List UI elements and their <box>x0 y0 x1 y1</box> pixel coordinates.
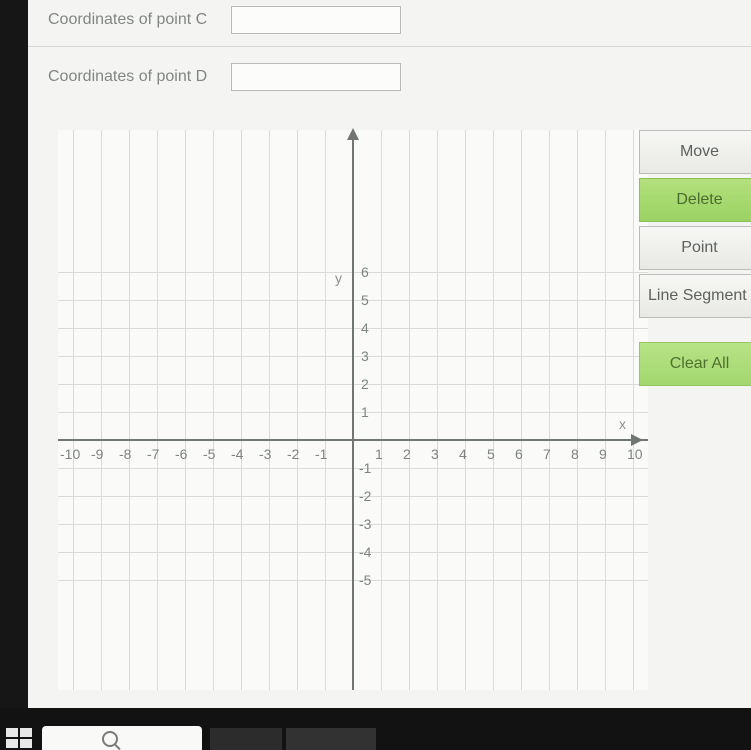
grid-line <box>157 130 158 690</box>
x-tick-label: 9 <box>599 446 607 462</box>
window-edge-left <box>0 0 28 710</box>
delete-button[interactable]: Delete <box>639 178 751 222</box>
coord-row-c: Coordinates of point C <box>28 0 751 40</box>
grid-line <box>577 130 578 690</box>
x-tick-label: -4 <box>231 446 243 462</box>
taskbar-item[interactable] <box>286 728 376 750</box>
y-tick-label: -1 <box>359 460 371 476</box>
x-tick-label: 8 <box>571 446 579 462</box>
coord-input-c[interactable] <box>231 6 401 34</box>
x-tick-label: -10 <box>60 446 80 462</box>
x-axis-label: x <box>619 416 626 432</box>
grid-line <box>521 130 522 690</box>
divider <box>28 46 751 47</box>
grid-line <box>101 130 102 690</box>
x-tick-label: 3 <box>431 446 439 462</box>
taskbar <box>0 708 751 750</box>
coord-label-d: Coordinates of point D <box>48 68 223 86</box>
x-tick-label: 7 <box>543 446 551 462</box>
y-tick-label: 2 <box>361 376 369 392</box>
y-tick-label: 5 <box>361 292 369 308</box>
y-tick-label: 4 <box>361 320 369 336</box>
move-button[interactable]: Move <box>639 130 751 174</box>
x-axis <box>58 439 648 441</box>
grid-line <box>381 130 382 690</box>
search-icon <box>102 731 118 747</box>
clear-all-button[interactable]: Clear All <box>639 342 751 386</box>
x-tick-label: 10 <box>627 446 643 462</box>
x-tick-label: -1 <box>315 446 327 462</box>
x-tick-label: -7 <box>147 446 159 462</box>
x-tick-label: 1 <box>375 446 383 462</box>
x-tick-label: -9 <box>91 446 103 462</box>
taskbar-search[interactable] <box>42 726 202 750</box>
x-tick-label: 5 <box>487 446 495 462</box>
worksheet-panel: Coordinates of point C Coordinates of po… <box>28 0 751 710</box>
y-tick-label: 6 <box>361 264 369 280</box>
y-tick-label: -5 <box>359 572 371 588</box>
y-tick-label: 3 <box>361 348 369 364</box>
x-tick-label: -8 <box>119 446 131 462</box>
coordinate-grid[interactable]: -10-9-8-7-6-5-4-3-2-112345678910123456-1… <box>58 130 648 690</box>
grid-line <box>633 130 634 690</box>
x-tick-label: -5 <box>203 446 215 462</box>
y-tick-label: -4 <box>359 544 371 560</box>
tool-panel: Move Delete Point Line Segment Clear All <box>639 130 751 386</box>
y-axis-label: y <box>335 270 342 286</box>
x-tick-label: -3 <box>259 446 271 462</box>
x-tick-label: -6 <box>175 446 187 462</box>
y-tick-label: -3 <box>359 516 371 532</box>
grid-line <box>437 130 438 690</box>
grid-line <box>269 130 270 690</box>
grid-line <box>325 130 326 690</box>
grid-line <box>185 130 186 690</box>
y-tick-label: -2 <box>359 488 371 504</box>
grid-line <box>297 130 298 690</box>
taskbar-item[interactable] <box>210 728 282 750</box>
grid-line <box>213 130 214 690</box>
coord-label-c: Coordinates of point C <box>48 11 223 29</box>
y-axis <box>352 130 354 690</box>
grid-line <box>241 130 242 690</box>
grid-line <box>409 130 410 690</box>
grid-line <box>493 130 494 690</box>
x-tick-label: 2 <box>403 446 411 462</box>
y-tick-label: 1 <box>361 404 369 420</box>
windows-start-icon[interactable] <box>6 728 32 748</box>
grid-line <box>73 130 74 690</box>
grid-line <box>605 130 606 690</box>
point-button[interactable]: Point <box>639 226 751 270</box>
grid-line <box>465 130 466 690</box>
x-tick-label: -2 <box>287 446 299 462</box>
coord-row-d: Coordinates of point D <box>28 57 751 97</box>
x-tick-label: 4 <box>459 446 467 462</box>
grid-line <box>129 130 130 690</box>
arrow-up-icon <box>347 128 359 140</box>
x-tick-label: 6 <box>515 446 523 462</box>
arrow-right-icon <box>631 434 643 446</box>
line-segment-button[interactable]: Line Segment <box>639 274 751 318</box>
coord-input-d[interactable] <box>231 63 401 91</box>
grid-line <box>549 130 550 690</box>
